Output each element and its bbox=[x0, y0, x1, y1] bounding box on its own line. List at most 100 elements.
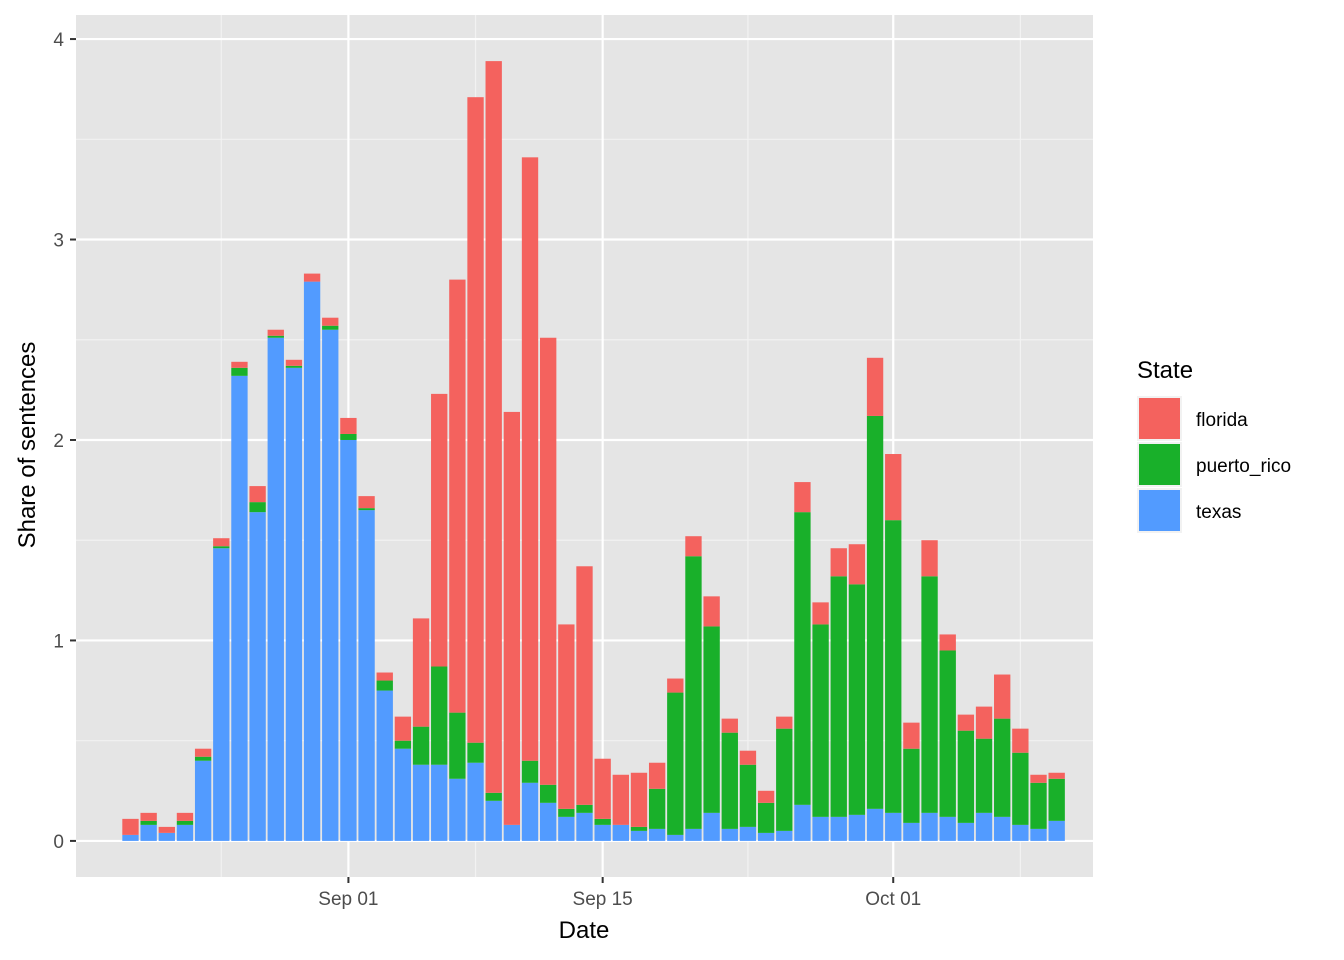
bar-texas bbox=[140, 824, 157, 841]
bar-texas bbox=[376, 690, 393, 841]
bar-florida bbox=[975, 706, 993, 739]
bar-florida bbox=[812, 602, 829, 625]
bar-texas bbox=[503, 824, 521, 841]
bar-florida bbox=[449, 279, 466, 713]
bar-puerto-rico bbox=[921, 576, 938, 813]
bar-puerto-rico bbox=[176, 820, 194, 825]
bar-puerto-rico bbox=[630, 826, 648, 831]
bar-texas bbox=[812, 816, 829, 841]
bar-texas bbox=[467, 762, 484, 841]
bar-puerto-rico bbox=[1030, 782, 1047, 829]
bar-texas bbox=[358, 510, 375, 841]
y-tick-label: 0 bbox=[53, 832, 64, 853]
bar-texas bbox=[830, 816, 847, 841]
bar-texas bbox=[939, 816, 956, 841]
bar-texas bbox=[213, 548, 230, 841]
bar-texas bbox=[576, 812, 593, 841]
bar-puerto-rico bbox=[994, 718, 1011, 817]
bar-florida bbox=[213, 538, 230, 547]
bar-texas bbox=[667, 834, 684, 841]
bar-texas bbox=[776, 830, 793, 841]
bar-puerto-rico bbox=[667, 692, 684, 835]
bar-puerto-rico bbox=[267, 335, 284, 338]
x-tick-label: Oct 01 bbox=[865, 889, 921, 910]
bar-puerto-rico bbox=[376, 680, 393, 691]
bar-florida bbox=[630, 772, 648, 827]
y-axis: 0 1 2 3 4 bbox=[53, 30, 76, 853]
legend-item-florida: florida bbox=[1137, 396, 1248, 441]
bar-puerto-rico bbox=[249, 502, 266, 513]
bar-puerto-rico bbox=[231, 367, 248, 376]
bar-florida bbox=[467, 97, 484, 743]
bar-puerto-rico bbox=[194, 756, 212, 761]
bar-puerto-rico bbox=[648, 788, 666, 829]
bar-florida bbox=[703, 596, 720, 627]
bar-puerto-rico bbox=[957, 730, 975, 823]
bar-texas bbox=[866, 808, 884, 841]
y-tick-label: 3 bbox=[53, 231, 64, 252]
legend-label: texas bbox=[1196, 502, 1241, 523]
bar-puerto-rico bbox=[412, 726, 430, 765]
bar-florida bbox=[685, 536, 702, 557]
bar-puerto-rico bbox=[975, 738, 993, 813]
bar-florida bbox=[249, 486, 266, 503]
bar-puerto-rico bbox=[1012, 752, 1029, 825]
bar-texas bbox=[431, 764, 448, 841]
x-axis: Sep 01 Sep 15 Oct 01 bbox=[318, 877, 921, 910]
x-tick-label: Sep 01 bbox=[318, 889, 378, 910]
bar-puerto-rico bbox=[794, 512, 811, 805]
bar-puerto-rico bbox=[703, 626, 720, 813]
bar-puerto-rico bbox=[213, 546, 230, 549]
bar-puerto-rico bbox=[449, 712, 466, 779]
bar-texas bbox=[521, 782, 539, 841]
bar-florida bbox=[648, 762, 666, 789]
legend-swatch bbox=[1139, 398, 1180, 439]
bar-puerto-rico bbox=[594, 818, 611, 825]
bar-florida bbox=[957, 714, 975, 731]
bar-puerto-rico bbox=[903, 748, 920, 823]
bar-florida bbox=[667, 678, 684, 693]
bar-florida bbox=[503, 411, 521, 825]
legend-swatch bbox=[1139, 490, 1180, 531]
y-tick-label: 4 bbox=[53, 30, 64, 51]
bar-florida bbox=[521, 157, 539, 761]
bar-florida bbox=[194, 748, 212, 757]
bar-florida bbox=[267, 329, 284, 336]
y-tick-label: 2 bbox=[53, 431, 64, 452]
bar-texas bbox=[249, 512, 266, 841]
bar-florida bbox=[303, 273, 321, 282]
bar-puerto-rico bbox=[576, 804, 593, 813]
bar-puerto-rico bbox=[685, 556, 702, 829]
bar-puerto-rico bbox=[322, 325, 339, 330]
bar-texas bbox=[885, 812, 902, 841]
bar-texas bbox=[921, 812, 938, 841]
bar-florida bbox=[340, 417, 357, 434]
bar-texas bbox=[957, 822, 975, 841]
bar-florida bbox=[776, 716, 793, 729]
bar-puerto-rico bbox=[558, 808, 575, 817]
bar-texas bbox=[485, 800, 502, 841]
bar-puerto-rico bbox=[431, 666, 448, 765]
bar-florida bbox=[394, 716, 412, 741]
bar-puerto-rico bbox=[830, 576, 847, 817]
y-tick-label: 1 bbox=[53, 631, 64, 652]
bar-puerto-rico bbox=[467, 742, 484, 763]
bar-texas bbox=[449, 778, 466, 841]
bar-florida bbox=[431, 393, 448, 667]
bar-florida bbox=[322, 317, 339, 326]
bar-florida bbox=[231, 361, 248, 368]
bar-texas bbox=[903, 822, 920, 841]
bar-puerto-rico bbox=[285, 365, 303, 368]
bar-florida bbox=[903, 722, 920, 749]
bar-texas bbox=[122, 834, 139, 841]
bar-texas bbox=[394, 748, 412, 841]
bar-texas bbox=[848, 814, 866, 841]
bar-texas bbox=[340, 439, 357, 841]
bar-puerto-rico bbox=[939, 650, 956, 817]
bar-texas bbox=[994, 816, 1011, 841]
bar-texas bbox=[558, 816, 575, 841]
bar-texas bbox=[285, 367, 303, 841]
bar-florida bbox=[885, 454, 902, 521]
